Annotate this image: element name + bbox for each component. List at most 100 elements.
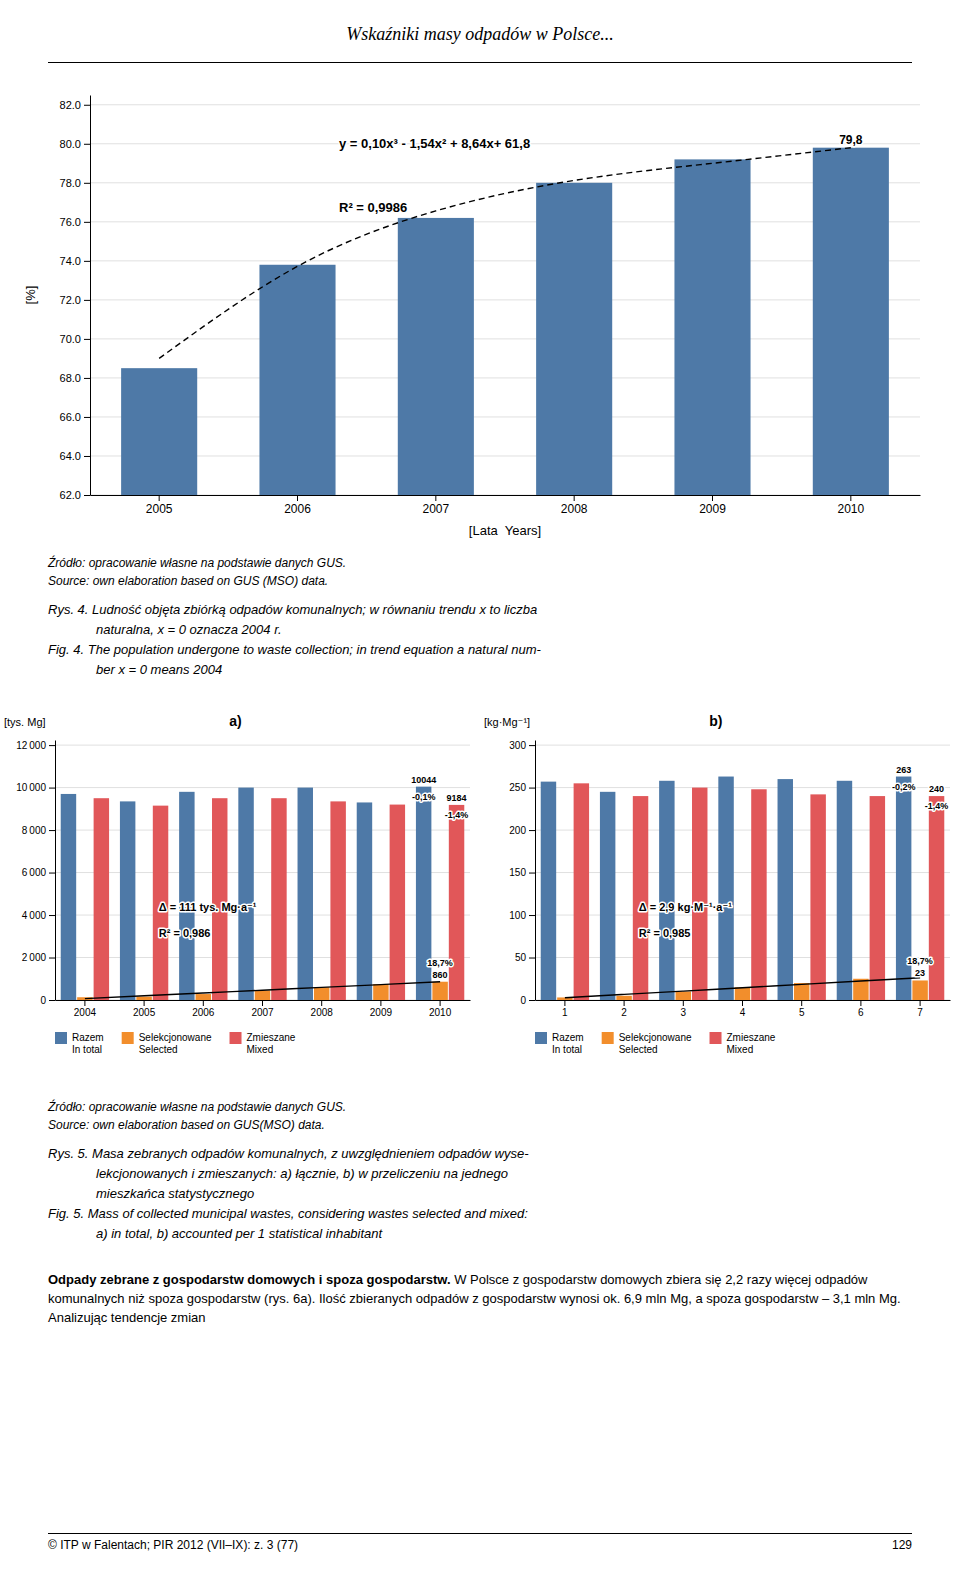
y-tick: 200	[509, 825, 535, 836]
bar	[778, 779, 793, 1000]
caption: Rys. 4. Ludność objęta zbiórką odpadów k…	[48, 602, 537, 617]
legend-label: RazemIn total	[72, 1032, 104, 1055]
bar-series	[541, 777, 912, 1000]
bar	[541, 782, 556, 1000]
y-tick: 66.0	[60, 411, 90, 423]
bar	[136, 997, 151, 1000]
data-label: 9184	[447, 793, 467, 803]
trend-line	[565, 978, 920, 998]
marks	[541, 777, 945, 1000]
x-axis-title: [Lata Years]	[469, 523, 541, 538]
chart: 20052006200720082009201062.064.066.068.0…	[0, 75, 960, 545]
tick-mark	[84, 339, 90, 340]
grid-line	[535, 745, 950, 746]
y-tick: 70.0	[60, 333, 90, 345]
tick-mark	[49, 745, 55, 746]
trend-line	[85, 982, 440, 999]
annotation: Δ = 2,9 kg·M⁻¹·a⁻¹	[639, 901, 733, 913]
grid-line	[55, 745, 470, 746]
bar	[449, 805, 464, 1000]
bar	[718, 777, 733, 1000]
tick-label: 2007	[422, 502, 449, 516]
grid-line	[90, 299, 920, 300]
tick-mark	[84, 417, 90, 418]
grid-line	[90, 455, 920, 456]
data-label: 10044	[411, 775, 436, 785]
bar	[255, 990, 270, 1000]
legend-swatch	[710, 1032, 722, 1044]
tick-mark	[529, 830, 535, 831]
bar	[357, 802, 372, 1000]
tick-mark	[84, 261, 90, 262]
caption: mieszkańca statystycznego	[96, 1186, 254, 1201]
x-tick: 1	[562, 1000, 568, 1018]
tick-label: 2010	[837, 502, 864, 516]
legend: RazemIn totalSelekcjonowaneSelectedZmies…	[55, 1032, 296, 1055]
tick-mark	[84, 183, 90, 184]
tick-label: 7	[917, 1007, 923, 1018]
bar	[837, 781, 852, 1000]
tick-label: 5	[799, 1007, 805, 1018]
bar	[810, 794, 825, 1000]
data-label: 240	[929, 784, 944, 794]
bar-series	[94, 798, 465, 1000]
tick-mark	[144, 1000, 145, 1006]
tick-label: 50	[515, 952, 527, 963]
grid	[90, 105, 920, 495]
tick-label: 4	[740, 1007, 746, 1018]
source: Source: own elaboration based on GUS(MSO…	[48, 1118, 325, 1132]
tick-mark	[529, 873, 535, 874]
bar-series	[574, 783, 945, 1000]
grid-line	[55, 830, 470, 831]
plot: 1234567050100150200250300[kg·Mg⁻¹]b)2632…	[484, 713, 951, 1055]
y-tick: 62.0	[60, 489, 90, 501]
bar	[212, 798, 227, 1000]
page-title: Wskaźniki masy odpadów w Polsce...	[0, 24, 960, 45]
bar	[616, 996, 631, 1000]
axis-line	[91, 495, 921, 496]
bar	[794, 983, 809, 1000]
y-tick: 150	[509, 867, 535, 878]
legend-swatch	[122, 1032, 134, 1044]
rule-bottom	[48, 1533, 912, 1534]
tick-label: 300	[509, 740, 526, 751]
axis-line	[535, 741, 536, 1001]
legend-item: SelekcjonowaneSelected	[122, 1032, 212, 1055]
data-label: 263	[896, 765, 911, 775]
tick-label: 2	[621, 1007, 627, 1018]
x-tick: 2009	[699, 495, 726, 516]
x-tick: 2008	[311, 1000, 334, 1018]
plot: 200420052006200720082009201002 0004 0006…	[4, 713, 471, 1055]
x-tick: 2006	[284, 495, 311, 516]
caption: a) in total, b) accounted per 1 statisti…	[96, 1226, 382, 1241]
tick-label: 70.0	[60, 333, 81, 345]
caption: lekcjonowanych i zmieszanych: a) łącznie…	[96, 1166, 508, 1181]
tick-mark	[297, 495, 298, 501]
x-tick: 2006	[192, 1000, 215, 1018]
legend-label: ZmieszaneMixed	[727, 1032, 776, 1055]
bar	[600, 792, 615, 1000]
tick-mark	[529, 958, 535, 959]
x-tick: 3	[681, 1000, 687, 1018]
tick-mark	[529, 788, 535, 789]
plot: 20052006200720082009201062.064.066.068.0…	[23, 96, 921, 546]
tick-label: 2 000	[22, 952, 47, 963]
tick-mark	[84, 378, 90, 379]
footer-left: © ITP w Falentach; PIR 2012 (VII–IX): z.…	[48, 1538, 298, 1552]
y-tick: 250	[509, 782, 535, 793]
x-tick: 2007	[251, 1000, 274, 1018]
y-axis-title: [kg·Mg⁻¹]	[484, 716, 530, 728]
bar	[896, 777, 911, 1000]
marks	[121, 148, 889, 495]
grid-line	[90, 338, 920, 339]
tick-label: 78.0	[60, 177, 81, 189]
tick-mark	[84, 300, 90, 301]
tick-label: 2009	[699, 502, 726, 516]
source: Źródło: opracowanie własne na podstawie …	[48, 1100, 346, 1114]
grid-line	[90, 260, 920, 261]
bar	[314, 987, 329, 1000]
tick-mark	[49, 1000, 55, 1001]
legend-item: ZmieszaneMixed	[710, 1032, 776, 1055]
tick-label: 2004	[74, 1007, 97, 1018]
body-text: Odpady zebrane z gospodarstw domowych i …	[48, 1270, 912, 1327]
